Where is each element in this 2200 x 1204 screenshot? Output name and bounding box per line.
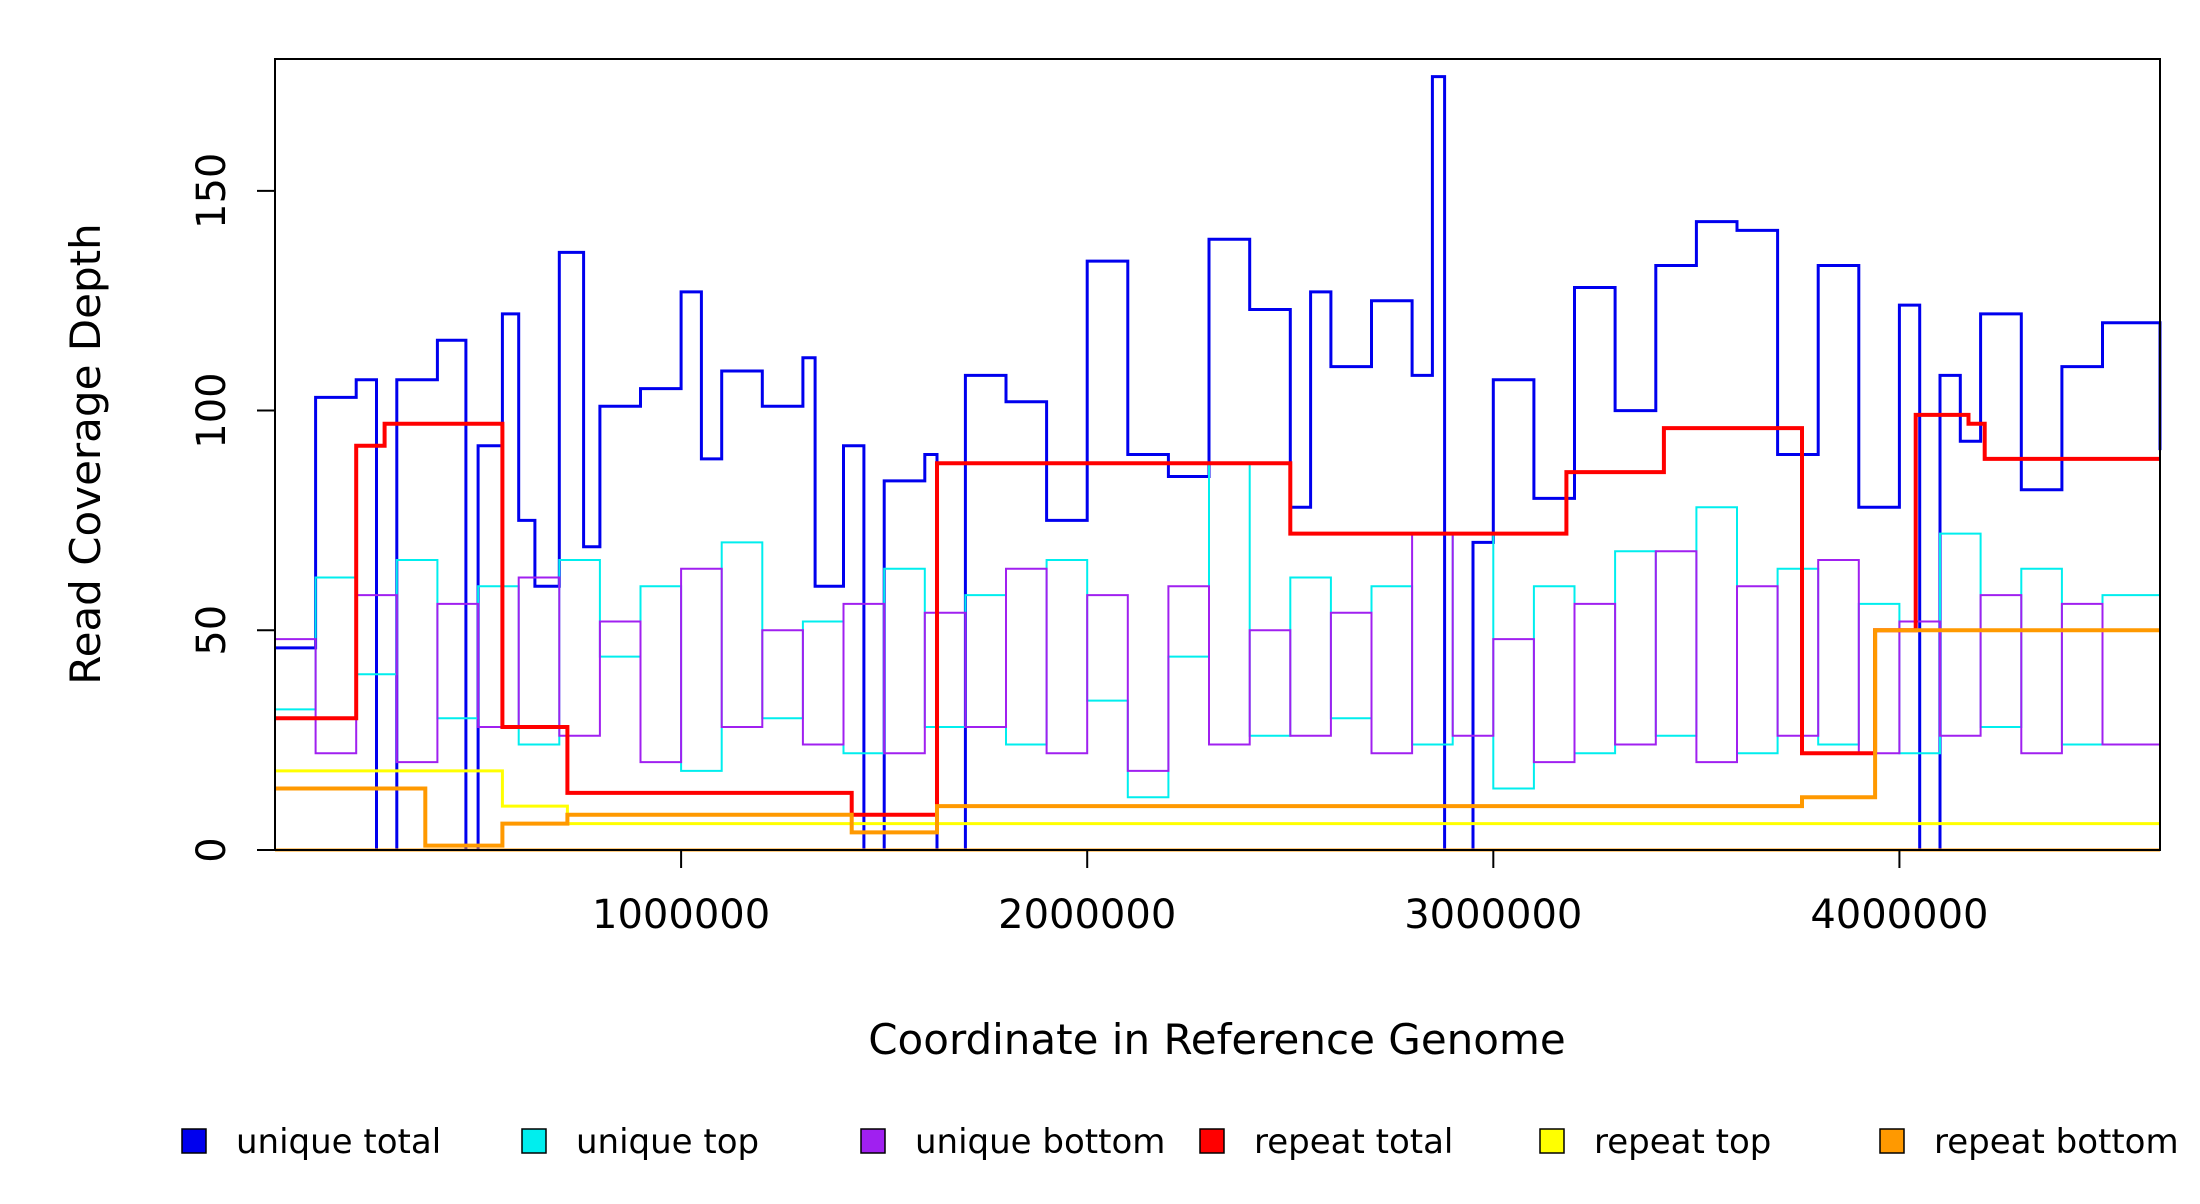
legend-swatch [860, 1128, 886, 1154]
y-tick-label: 50 [189, 605, 235, 656]
series-line-3 [275, 532, 2161, 772]
x-axis: 1000000 2000000 3000000 4000000 [592, 850, 1988, 938]
legend-swatch [1199, 1128, 1225, 1154]
series-line-1 [275, 75, 2162, 852]
x-tick-label: 4000000 [1810, 892, 1988, 938]
y-axis: 0 50 100 150 [189, 153, 275, 863]
y-tick-label: 100 [189, 372, 235, 448]
series-layer [275, 75, 2162, 852]
y-axis-title: Read Coverage Depth [61, 223, 110, 684]
x-tick-label: 3000000 [1404, 892, 1582, 938]
series-line-6 [275, 628, 2160, 848]
legend-label: unique total [236, 1122, 441, 1162]
plot-frame [274, 58, 2161, 851]
legend-swatch [1539, 1128, 1565, 1154]
legend-swatch [521, 1128, 547, 1154]
x-axis-title: Coordinate in Reference Genome [868, 1015, 1566, 1064]
x-tick-label: 1000000 [592, 892, 770, 938]
legend-swatch [1879, 1128, 1905, 1154]
legend-label: unique top [576, 1122, 759, 1162]
legend-label: repeat total [1254, 1122, 1453, 1162]
series-line-5 [275, 769, 2160, 826]
y-tick-label: 150 [189, 153, 235, 229]
legend: unique total unique top unique bottom repea… [181, 1122, 2179, 1162]
legend-label: repeat bottom [1934, 1122, 2179, 1162]
legend-label: repeat top [1594, 1122, 1771, 1162]
series-line-4 [275, 412, 2160, 817]
legend-swatch [181, 1128, 207, 1154]
x-tick-label: 2000000 [998, 892, 1176, 938]
y-tick-label: 0 [189, 837, 235, 862]
legend-label: unique bottom [915, 1122, 1165, 1162]
